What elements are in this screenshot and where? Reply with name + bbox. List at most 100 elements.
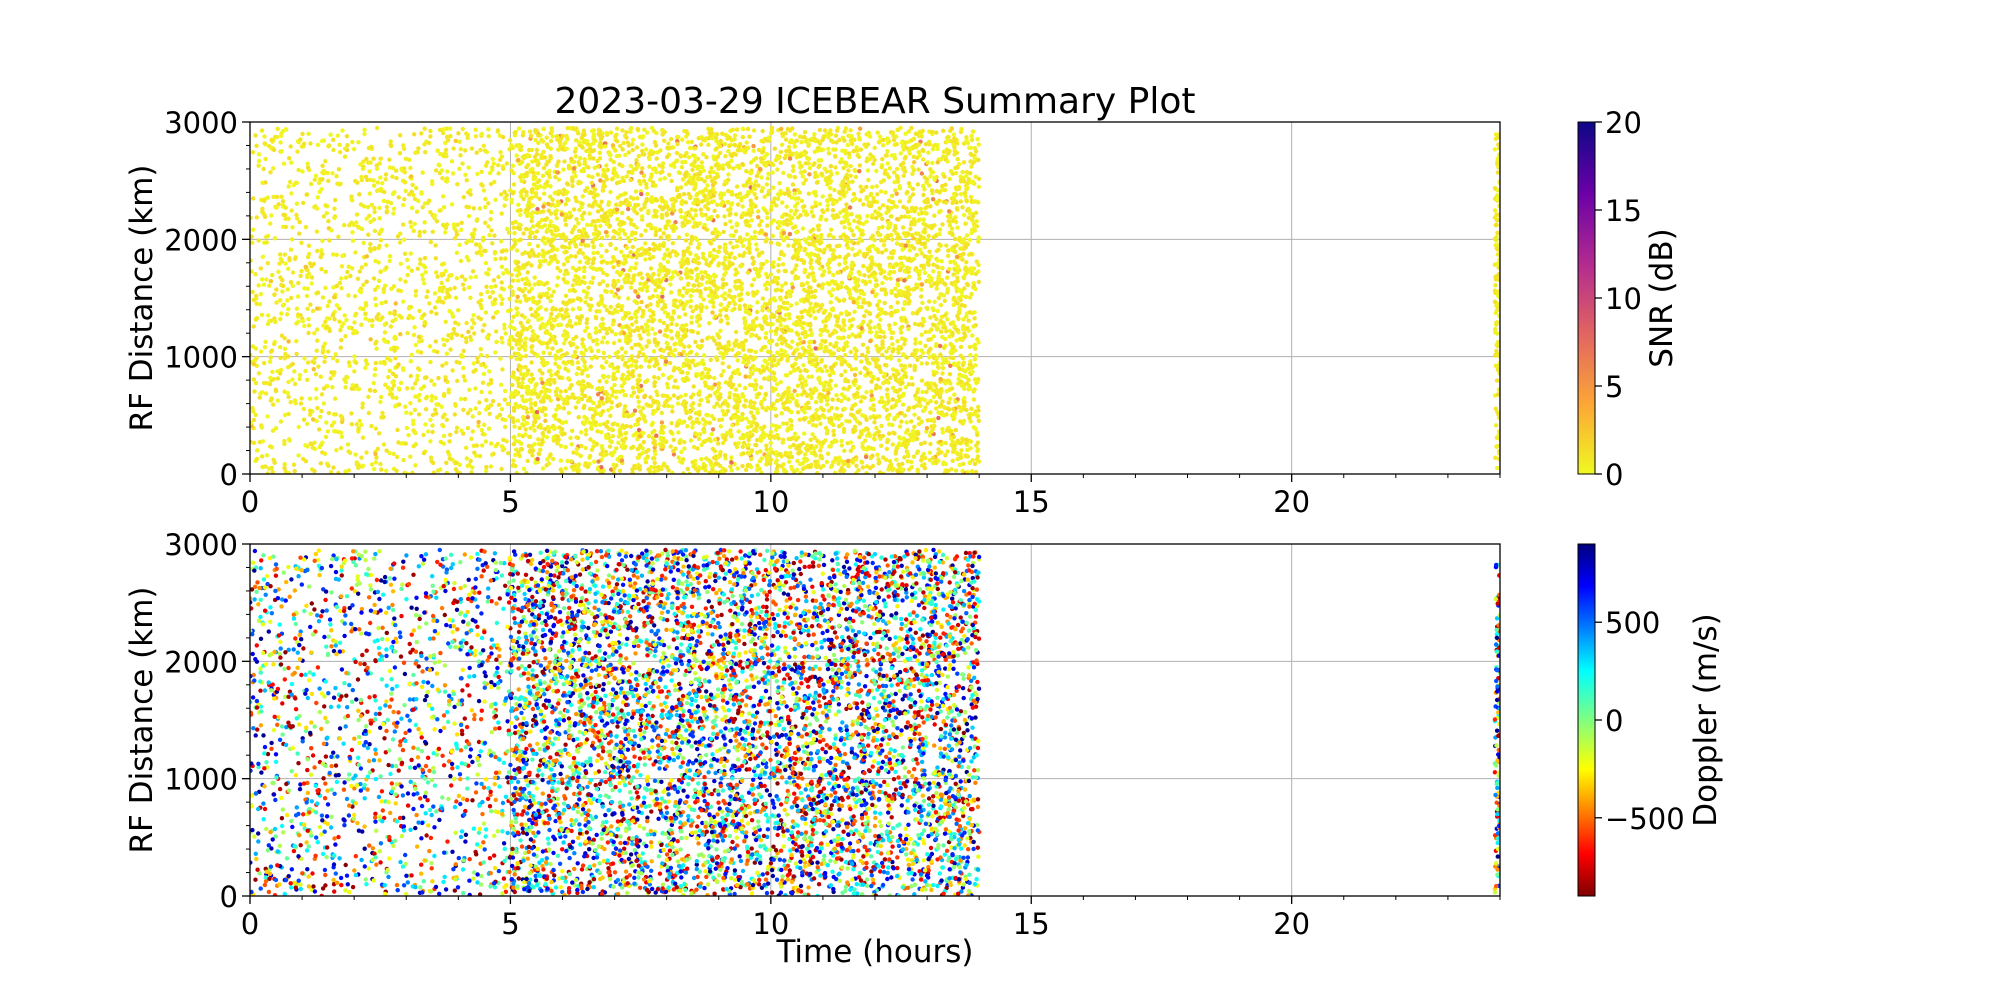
data-point bbox=[667, 172, 672, 177]
data-point bbox=[599, 235, 605, 241]
data-point bbox=[637, 306, 642, 311]
data-point bbox=[924, 389, 929, 395]
data-point bbox=[762, 358, 767, 363]
data-point bbox=[712, 283, 717, 288]
data-point bbox=[301, 141, 307, 146]
data-point bbox=[475, 355, 480, 361]
data-point bbox=[268, 355, 273, 360]
data-point bbox=[454, 425, 460, 430]
data-point bbox=[377, 243, 382, 249]
data-point bbox=[499, 466, 504, 472]
data-point bbox=[788, 370, 793, 375]
data-point bbox=[817, 127, 823, 133]
data-point bbox=[372, 372, 377, 378]
data-point bbox=[330, 312, 336, 317]
data-point bbox=[503, 256, 508, 261]
data-point bbox=[327, 143, 332, 148]
data-point bbox=[251, 196, 256, 201]
data-point bbox=[733, 329, 739, 335]
data-point bbox=[964, 198, 969, 203]
data-point bbox=[365, 177, 370, 183]
data-point bbox=[459, 333, 465, 339]
data-point bbox=[319, 408, 324, 414]
data-point bbox=[797, 417, 803, 422]
data-point bbox=[930, 197, 936, 202]
data-point bbox=[850, 317, 856, 322]
data-point bbox=[408, 454, 413, 459]
data-point bbox=[740, 148, 745, 153]
data-point bbox=[253, 381, 259, 386]
data-point bbox=[434, 402, 439, 407]
data-point bbox=[888, 375, 893, 381]
data-point bbox=[638, 271, 643, 276]
data-point bbox=[673, 378, 678, 383]
data-point bbox=[961, 360, 966, 365]
data-point bbox=[898, 436, 903, 441]
data-point bbox=[449, 202, 455, 207]
data-point bbox=[763, 432, 769, 438]
data-point bbox=[822, 269, 827, 274]
data-point bbox=[877, 385, 883, 390]
data-point bbox=[312, 177, 317, 182]
data-point bbox=[975, 137, 980, 142]
data-point bbox=[857, 126, 863, 131]
data-point bbox=[468, 192, 473, 197]
data-point bbox=[836, 397, 841, 402]
data-point bbox=[671, 448, 676, 454]
data-point bbox=[555, 265, 560, 271]
data-point bbox=[748, 333, 754, 338]
data-point bbox=[964, 441, 969, 446]
data-point bbox=[719, 373, 724, 378]
data-point bbox=[492, 233, 497, 238]
data-point bbox=[385, 199, 390, 204]
data-point bbox=[272, 316, 277, 321]
data-point bbox=[584, 320, 589, 326]
data-point bbox=[278, 345, 283, 350]
data-point bbox=[737, 191, 743, 196]
data-point bbox=[710, 253, 716, 259]
data-point bbox=[251, 297, 256, 303]
data-point bbox=[251, 361, 256, 367]
data-point bbox=[711, 247, 717, 253]
data-point bbox=[731, 245, 736, 250]
data-point bbox=[615, 355, 621, 360]
data-point bbox=[379, 301, 384, 306]
data-point bbox=[790, 396, 795, 401]
data-point bbox=[273, 387, 278, 392]
data-point bbox=[387, 254, 393, 259]
data-point bbox=[271, 166, 276, 171]
data-point bbox=[258, 391, 263, 396]
data-point bbox=[781, 462, 786, 467]
data-point bbox=[735, 202, 741, 207]
data-point bbox=[299, 396, 304, 401]
data-point bbox=[576, 221, 581, 226]
data-point bbox=[312, 440, 317, 445]
data-point bbox=[318, 461, 323, 466]
data-point bbox=[563, 444, 568, 450]
data-point bbox=[372, 246, 377, 252]
data-point bbox=[813, 316, 818, 321]
data-point bbox=[430, 182, 435, 187]
data-point bbox=[392, 335, 397, 341]
data-point bbox=[264, 234, 269, 240]
data-point bbox=[344, 134, 350, 139]
data-point bbox=[484, 468, 489, 474]
data-point bbox=[479, 298, 484, 303]
data-point bbox=[721, 440, 726, 446]
data-point bbox=[734, 286, 739, 291]
data-point bbox=[969, 291, 974, 297]
data-point bbox=[332, 206, 337, 211]
data-point bbox=[343, 275, 349, 280]
data-point bbox=[326, 178, 331, 184]
data-point bbox=[256, 283, 261, 288]
data-point bbox=[779, 234, 784, 239]
data-point bbox=[328, 470, 334, 474]
data-point bbox=[405, 257, 410, 263]
data-point bbox=[350, 383, 355, 388]
data-point bbox=[508, 188, 513, 193]
data-point bbox=[917, 399, 922, 404]
data-point bbox=[413, 463, 418, 468]
data-point bbox=[278, 140, 283, 145]
data-point bbox=[798, 213, 803, 218]
data-point bbox=[401, 143, 406, 148]
